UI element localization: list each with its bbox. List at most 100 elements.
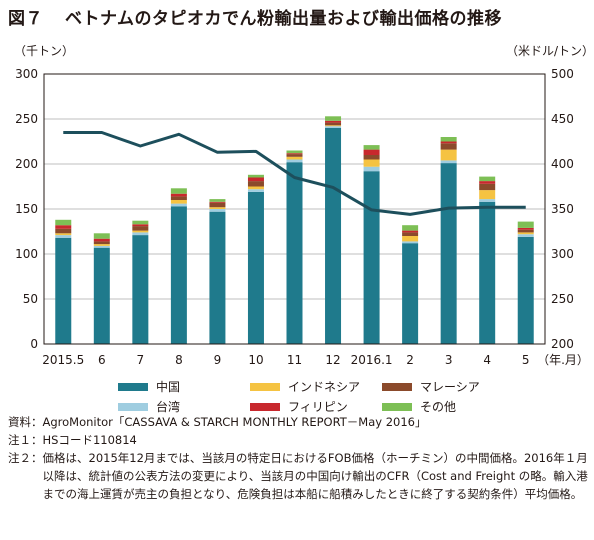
- bar-taiwan: [286, 159, 303, 163]
- y-right-tick-label: 350: [551, 202, 574, 216]
- bar-indonesia: [517, 232, 534, 235]
- plot-frame: [43, 73, 546, 345]
- bar-malaysia: [170, 196, 187, 200]
- bar-philippines: [402, 230, 419, 233]
- note-source: 資料： AgroMonitor「CASSAVA & STARCH MONTHLY…: [8, 413, 588, 431]
- bar-others: [479, 176, 496, 182]
- bar-others: [286, 150, 303, 154]
- bar-malaysia: [402, 232, 419, 236]
- bar-malaysia: [55, 228, 72, 234]
- bar-philippines: [209, 201, 226, 203]
- bar-taiwan: [93, 245, 110, 248]
- right-axis-unit: （米ドル/トン）: [506, 44, 594, 58]
- bar-others: [247, 174, 264, 178]
- y-left-tick-label: 100: [15, 247, 38, 261]
- bar-indonesia: [247, 186, 264, 190]
- x-tick-label: 2015.5: [42, 353, 84, 367]
- price-line: [63, 131, 526, 216]
- bar-philippines: [325, 120, 342, 123]
- bar-china: [402, 243, 419, 344]
- bar-indonesia: [55, 233, 72, 236]
- bar-indonesia: [132, 230, 149, 233]
- bar-china: [93, 247, 110, 344]
- bar-china: [55, 237, 72, 344]
- bar-philippines: [132, 224, 149, 227]
- bar-china: [286, 162, 303, 344]
- x-tick-label: 2016.1: [351, 353, 393, 367]
- bar-china: [363, 171, 380, 344]
- bar-taiwan: [55, 235, 72, 238]
- x-tick-label: 11: [287, 353, 302, 367]
- bar-china: [247, 191, 264, 344]
- bar-china: [325, 128, 342, 344]
- bar-malaysia: [93, 241, 110, 245]
- note-source-label: 資料：: [8, 415, 43, 429]
- bar-taiwan: [440, 160, 457, 164]
- bar-malaysia: [479, 183, 496, 191]
- note-2: 注２： 価格は、2015年12月までは、当該月の特定日におけるFOB価格（ホーチ…: [8, 449, 588, 503]
- bar-malaysia: [286, 154, 303, 157]
- x-tick-label: 7: [137, 353, 145, 367]
- bar-others: [93, 233, 110, 239]
- bar-others: [55, 219, 72, 226]
- y-left-tick-label: 200: [15, 157, 38, 171]
- bar-indonesia: [402, 236, 419, 242]
- x-tick-label: 4: [483, 353, 491, 367]
- bar-malaysia: [209, 202, 226, 208]
- bar-others: [170, 188, 187, 194]
- chart-title: 図７ ベトナムのタピオカでん粉輸出量および輸出価格の推移: [8, 4, 502, 29]
- y-left-tick-label: 150: [15, 202, 38, 216]
- bar-taiwan: [325, 126, 342, 128]
- y-left-tick-label: 250: [15, 112, 38, 126]
- x-tick-label: 6: [98, 353, 106, 367]
- bar-malaysia: [132, 226, 149, 231]
- bar-china: [440, 163, 457, 344]
- note-1-label: 注１：: [8, 433, 43, 447]
- bar-taiwan: [247, 189, 264, 192]
- bar-malaysia: [363, 155, 380, 160]
- y-right-tick-label: 400: [551, 157, 574, 171]
- bar-philippines: [170, 193, 187, 197]
- y-left-tick-label: 0: [30, 337, 38, 351]
- bar-malaysia: [325, 122, 342, 126]
- bar-philippines: [247, 177, 264, 182]
- bar-malaysia: [247, 181, 264, 187]
- y-right-tick-label: 200: [551, 337, 574, 351]
- bar-taiwan: [517, 234, 534, 237]
- bar-indonesia: [325, 125, 342, 127]
- bar-malaysia: [440, 143, 457, 150]
- note-1: 注１： HSコード110814: [8, 431, 588, 449]
- bar-indonesia: [170, 200, 187, 204]
- bar-china: [517, 236, 534, 344]
- bar-indonesia: [93, 244, 110, 246]
- notes: 資料： AgroMonitor「CASSAVA & STARCH MONTHLY…: [8, 413, 588, 503]
- bar-philippines: [363, 149, 380, 155]
- bar-philippines: [440, 141, 457, 144]
- bar-indonesia: [209, 207, 226, 209]
- bar-taiwan: [479, 199, 496, 202]
- bar-others: [402, 225, 419, 231]
- figure-number: 図７: [8, 9, 43, 29]
- bar-malaysia: [517, 229, 534, 233]
- x-tick-label: 8: [175, 353, 183, 367]
- bar-indonesia: [363, 159, 380, 167]
- bar-china: [132, 235, 149, 344]
- bar-philippines: [479, 181, 496, 184]
- y-right-tick-label: 450: [551, 112, 574, 126]
- y-left-tick-label: 50: [23, 292, 38, 306]
- y-left-tick-label: 300: [15, 67, 38, 81]
- title-text: ベトナムのタピオカでん粉輸出量および輸出価格の推移: [65, 9, 502, 29]
- bar-philippines: [517, 227, 534, 230]
- bar-others: [325, 116, 342, 121]
- bar-indonesia: [286, 156, 303, 160]
- x-tick-label: 10: [248, 353, 263, 367]
- bar-philippines: [93, 238, 110, 242]
- y-right-tick-label: 300: [551, 247, 574, 261]
- bar-taiwan: [170, 203, 187, 207]
- bar-taiwan: [363, 166, 380, 172]
- bar-china: [170, 206, 187, 344]
- bar-others: [440, 137, 457, 142]
- x-unit-label: （年.月）: [537, 353, 589, 367]
- y-right-tick-label: 250: [551, 292, 574, 306]
